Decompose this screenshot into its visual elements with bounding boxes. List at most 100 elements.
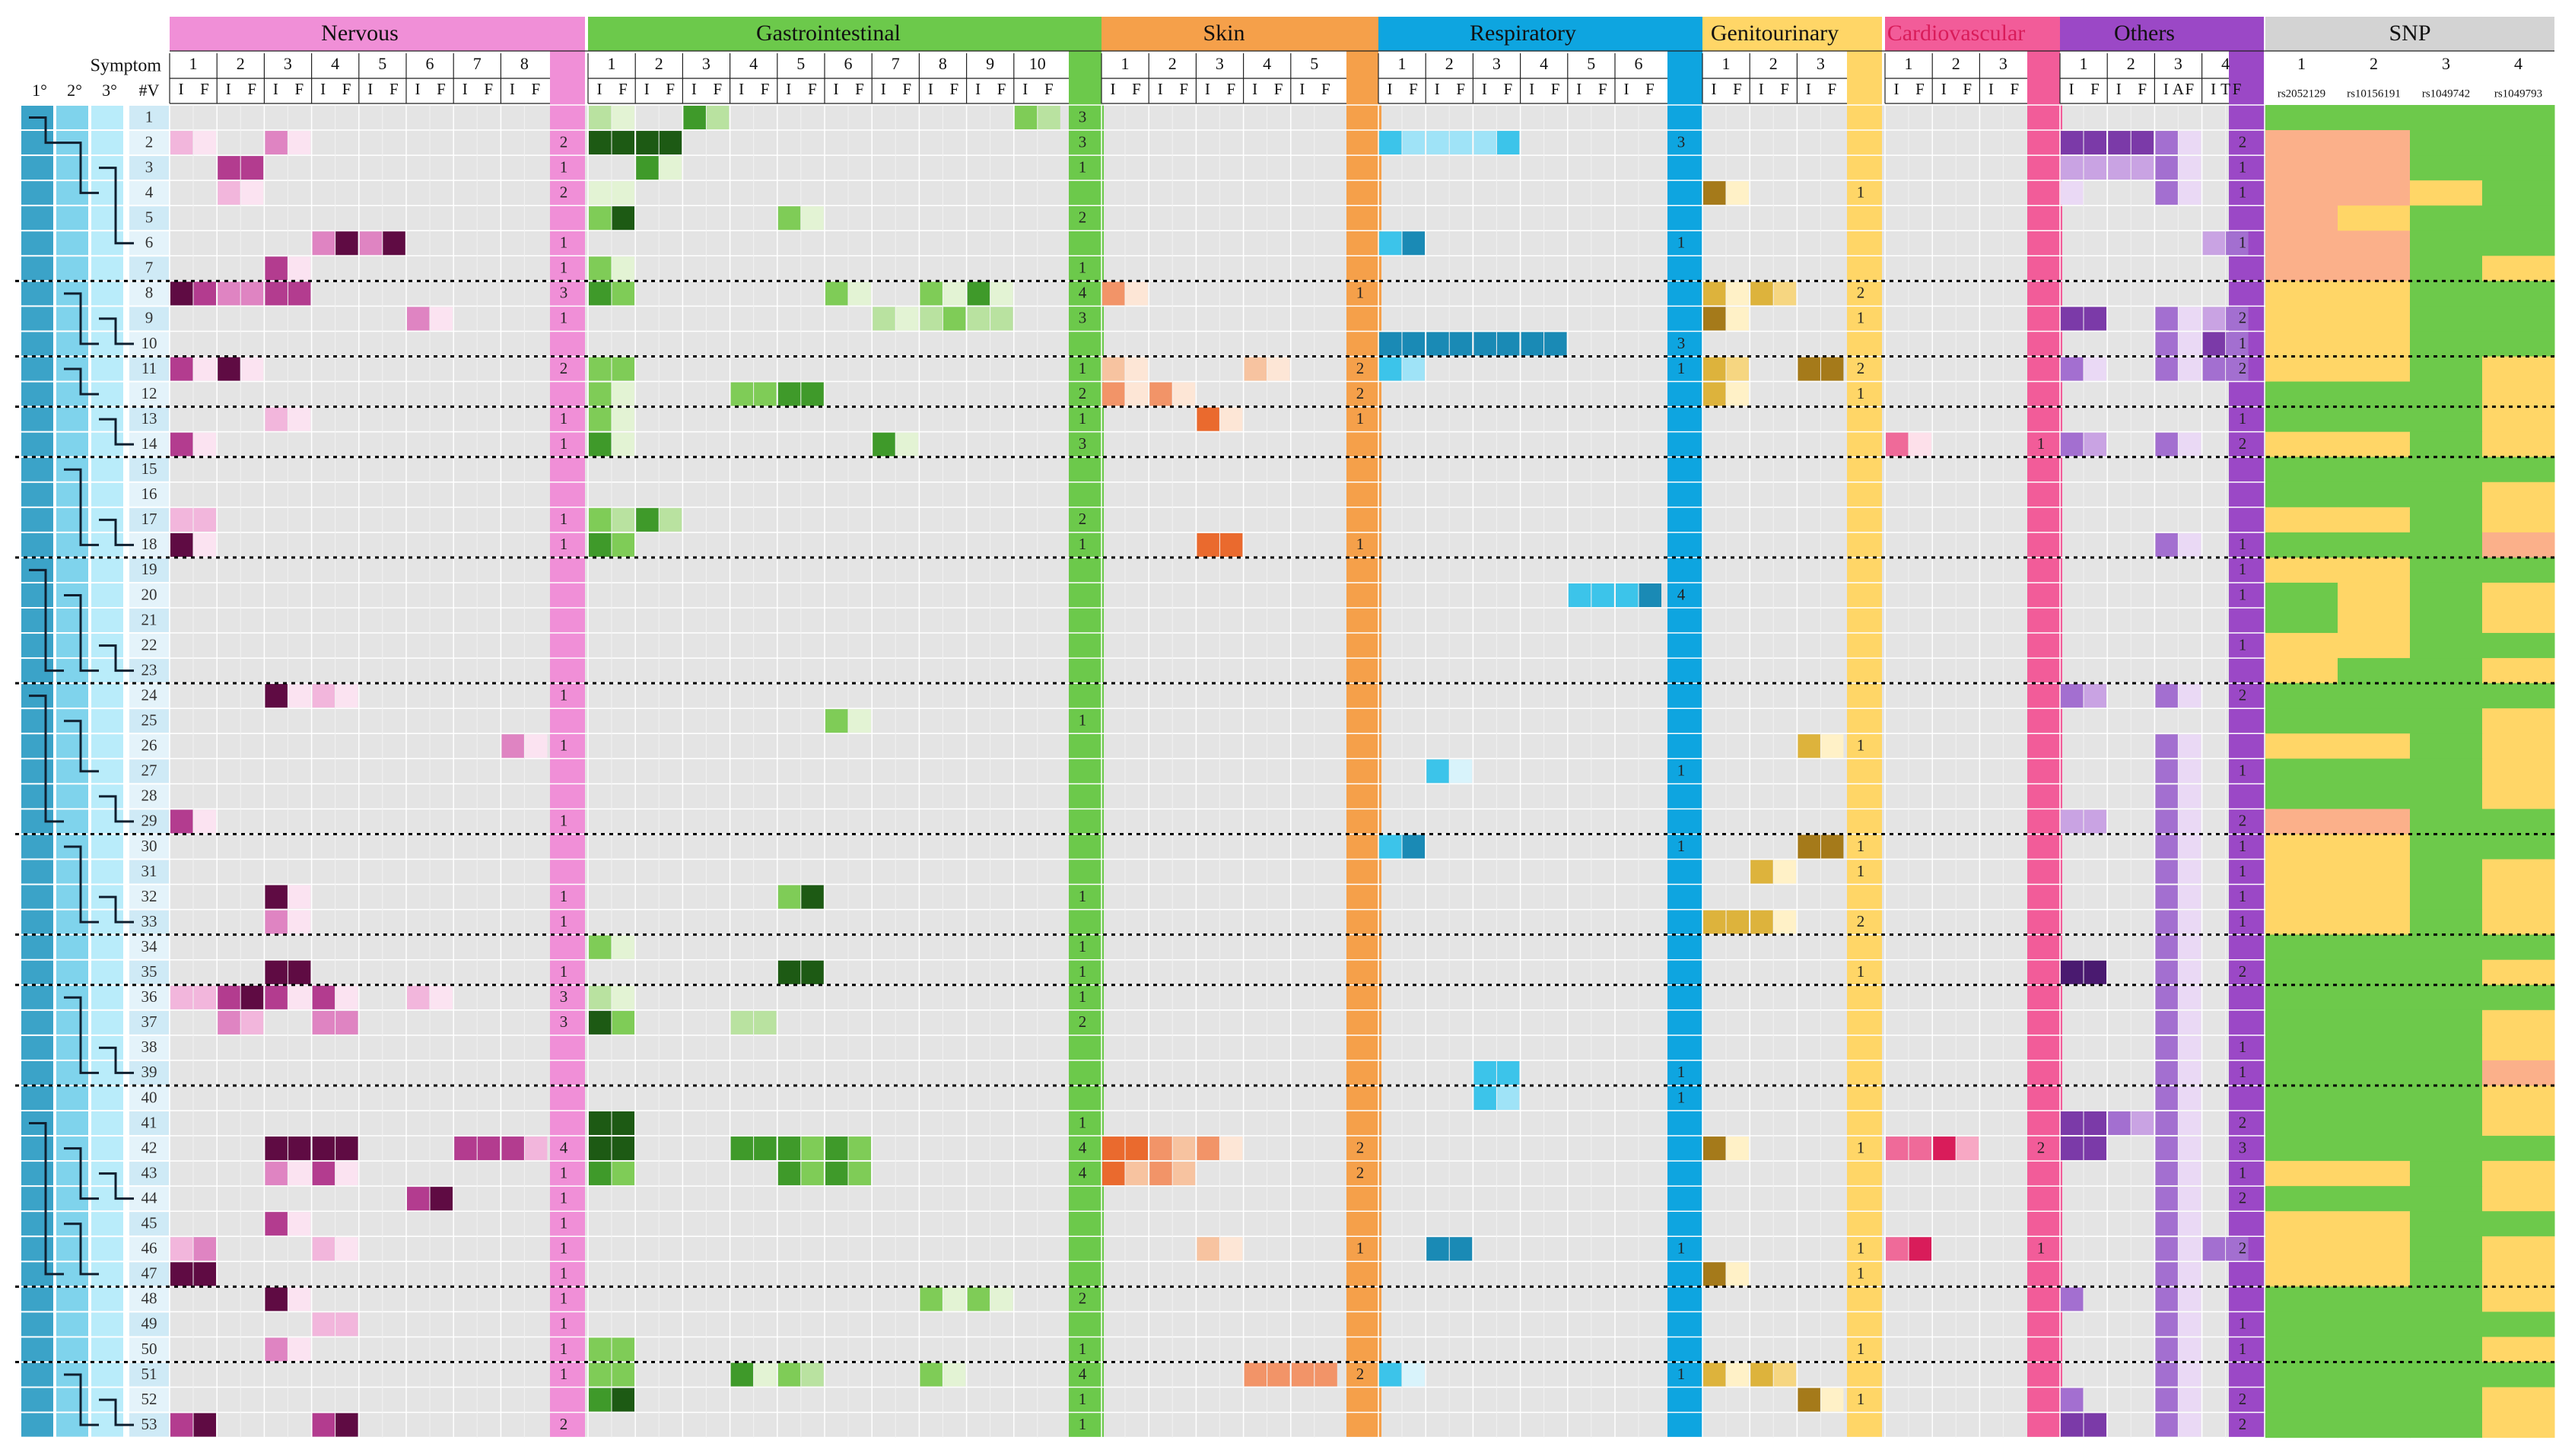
cell-frequency-g6-s3-v3 [2178,156,2201,180]
snp-cell-v5-c0 [2265,205,2338,231]
dendro-cell [91,1086,123,1110]
cell-intensity-g6-s1-v11 [2061,357,2084,381]
dendro-cell [56,684,88,708]
dendro-cell [21,759,53,784]
frequency-label: F [1598,80,1607,98]
dendro-cell [56,1337,88,1362]
symptom-number-0-6: 7 [473,54,482,73]
snp-cell-v39-c3 [2482,1060,2555,1086]
variant-label-12: 12 [141,384,157,402]
snp-cell-v46-c3 [2482,1236,2555,1262]
intensity-label: I [1624,80,1629,98]
cell-frequency-g3-s1-v10 [1402,332,1425,356]
snp-cell-v2-c2 [2410,130,2483,156]
snp-cell-v9-c0 [2265,306,2338,332]
group-count-v14-g5: 1 [2037,434,2046,453]
snp-cell-v24-c0 [2265,683,2338,709]
variant-label-36: 36 [141,987,157,1006]
variant-label-7: 7 [145,259,154,277]
variant-label-6: 6 [145,234,154,252]
frequency-label: F [1274,80,1283,98]
cell-intensity-g6-s3-v27 [2155,759,2179,784]
cell-frequency-g4-s1-v12 [1726,382,1749,406]
frequency-label: F [532,80,541,98]
cell-intensity-g3-s1-v6 [1379,231,1402,256]
dendro-cell [56,1162,88,1186]
group-count-v18-g6: 1 [2239,535,2247,553]
group-count-v48-g1: 2 [1079,1289,1087,1308]
cell-frequency-g0-s3-v36 [288,985,311,1009]
cell-frequency-g6-s1-v41 [2084,1111,2106,1136]
dendro-cell [56,734,88,758]
dendrogram-bracket [29,568,64,672]
cell-frequency-g1-s8-v8 [943,281,966,306]
snp-cell-v35-c3 [2482,959,2555,986]
cell-intensity-g3-s1-v10 [1379,332,1402,356]
dendro-cell [56,1388,88,1412]
symptom-number-1-7: 8 [939,54,947,73]
cell-frequency-g6-s3-v9 [2178,307,2201,331]
cell-frequency-g1-s6-v43 [848,1162,871,1186]
dendro-cell [91,1287,123,1311]
cell-intensity-g1-s4-v37 [730,1010,754,1035]
group-header-bar-1 [588,17,1104,51]
cell-intensity-g4-s1-v12 [1703,382,1726,406]
dendro-level-label-0: 1° [32,81,47,100]
variant-label-2: 2 [145,132,154,151]
snp-cell-v11-c0 [2265,356,2338,383]
cell-intensity-g0-s3-v42 [265,1137,288,1161]
cell-intensity-g0-s4-v53 [312,1413,335,1437]
snp-cell-v41-c2 [2410,1111,2483,1137]
snp-cell-v49-c2 [2410,1311,2483,1337]
snp-cell-v34-c0 [2265,934,2338,961]
cell-frequency-g1-s4-v12 [753,382,777,406]
snp-cell-v36-c2 [2410,984,2483,1011]
variant-label-cell [129,1413,169,1437]
cell-intensity-g1-s1-v7 [589,256,612,281]
snp-cell-v48-c2 [2410,1286,2483,1312]
group-count-v36-g0: 3 [560,987,568,1006]
cell-frequency-g1-s6-v42 [848,1137,871,1161]
group-count-v27-g3: 1 [1677,761,1686,780]
cell-frequency-g0-s4-v36 [335,985,358,1009]
cell-frequency-g5-s1-v14 [1909,432,1931,456]
snp-cell-v51-c1 [2338,1362,2411,1388]
variant-label-34: 34 [141,937,158,955]
frequency-label: F [1409,80,1418,98]
dendrogram-bracket [64,845,99,924]
group-count-v42-g4: 1 [1857,1138,1865,1156]
cell-frequency-g6-s4-v46 [2225,1237,2249,1261]
cell-intensity-g6-s1-v41 [2061,1111,2084,1136]
symptom-header-strip-1 [588,51,1069,104]
snp-cell-v36-c3 [2482,984,2555,1011]
frequency-label: F [1504,80,1513,98]
dendro-cell [21,885,53,909]
intensity-label: I [1988,80,1994,98]
cell-intensity-g1-s6-v42 [825,1137,848,1161]
cell-intensity-g1-s9-v8 [967,281,990,306]
cell-frequency-g6-s3-v24 [2178,684,2201,708]
cell-frequency-g1-s5-v35 [800,960,824,984]
cell-intensity-g0-s1-v36 [170,985,193,1009]
cell-frequency-g1-s1-v14 [612,432,634,456]
cell-intensity-g1-s5-v5 [777,206,801,230]
snp-cell-v24-c2 [2410,683,2483,709]
cell-frequency-g1-s9-v9 [990,307,1013,331]
cell-frequency-g1-s5-v42 [800,1137,824,1161]
snp-cell-v16-c0 [2265,482,2338,508]
group-count-v14-g1: 3 [1079,434,1087,453]
dendro-cell [21,206,53,230]
cell-intensity-g6-s3-v30 [2155,834,2179,859]
variant-label-cell [129,1086,169,1110]
intensity-label: I [226,80,231,98]
cell-frequency-g1-s3-v1 [706,106,730,130]
dendro-cell [21,1337,53,1362]
dendro-cell [21,332,53,356]
snp-cell-v42-c2 [2410,1136,2483,1162]
cell-frequency-g2-s3-v42 [1219,1137,1243,1161]
cell-intensity-g0-s8-v42 [501,1137,525,1161]
cell-frequency-g4-s2-v31 [1773,860,1797,884]
snp-cell-v49-c0 [2265,1311,2338,1337]
dendro-cell [21,834,53,859]
snp-cell-v45-c1 [2338,1211,2411,1237]
